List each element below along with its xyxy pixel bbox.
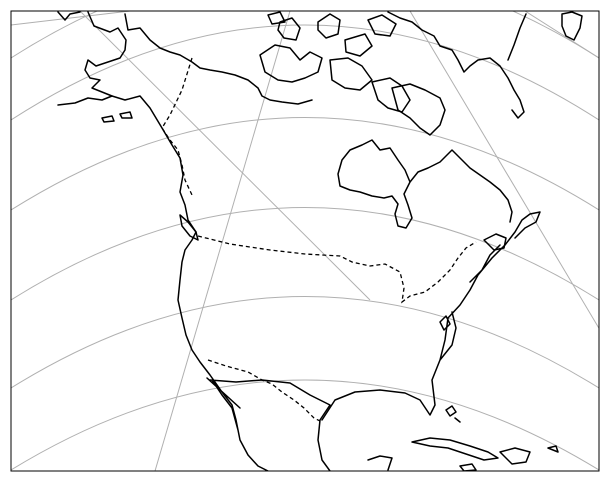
arctic-island	[371, 77, 411, 113]
arctic-island	[267, 11, 286, 25]
parallel-line	[11, 296, 599, 389]
parallel-line	[11, 379, 599, 471]
greenland-coastline	[387, 11, 527, 119]
parallel-gridlines	[11, 11, 599, 471]
arctic-island	[259, 44, 323, 83]
meridian-line	[11, 11, 131, 26]
arctic-island	[367, 14, 397, 37]
parallel-line	[11, 207, 599, 301]
arctic-island	[329, 57, 373, 91]
meridian-line	[79, 11, 371, 301]
great-lakes-coastline	[439, 315, 451, 331]
meridian-line	[409, 11, 599, 330]
bahamas-coastline	[445, 405, 559, 453]
meridian-gridlines	[11, 11, 599, 471]
map-frame	[10, 10, 600, 472]
coastlines	[57, 11, 583, 471]
mainland-coastline	[57, 95, 541, 471]
meridian-line	[524, 11, 599, 59]
arctic-island	[277, 17, 301, 41]
yucatan-coastline	[367, 455, 393, 471]
aleutian-island	[101, 111, 133, 123]
cuba-coastline	[411, 437, 499, 461]
country-borders	[161, 57, 477, 423]
arctic-island	[317, 13, 341, 39]
parallel-line	[11, 11, 599, 59]
baffin-island	[391, 83, 446, 136]
canada-us-border	[197, 235, 477, 304]
jamaica-coastline	[459, 463, 477, 471]
hudson-bay-coastline	[337, 139, 513, 229]
hispaniola-coastline	[499, 447, 531, 465]
greenland-fjord	[561, 11, 583, 41]
meridian-line	[154, 11, 291, 471]
parallel-line	[11, 117, 599, 211]
alaska-canada-border	[161, 57, 193, 196]
parallel-line	[11, 24, 599, 121]
newfoundland-coastline	[483, 233, 507, 251]
alaska-coastline	[57, 11, 313, 105]
us-mexico-border	[207, 359, 323, 423]
vancouver-island	[179, 214, 199, 241]
arctic-island	[344, 33, 373, 57]
